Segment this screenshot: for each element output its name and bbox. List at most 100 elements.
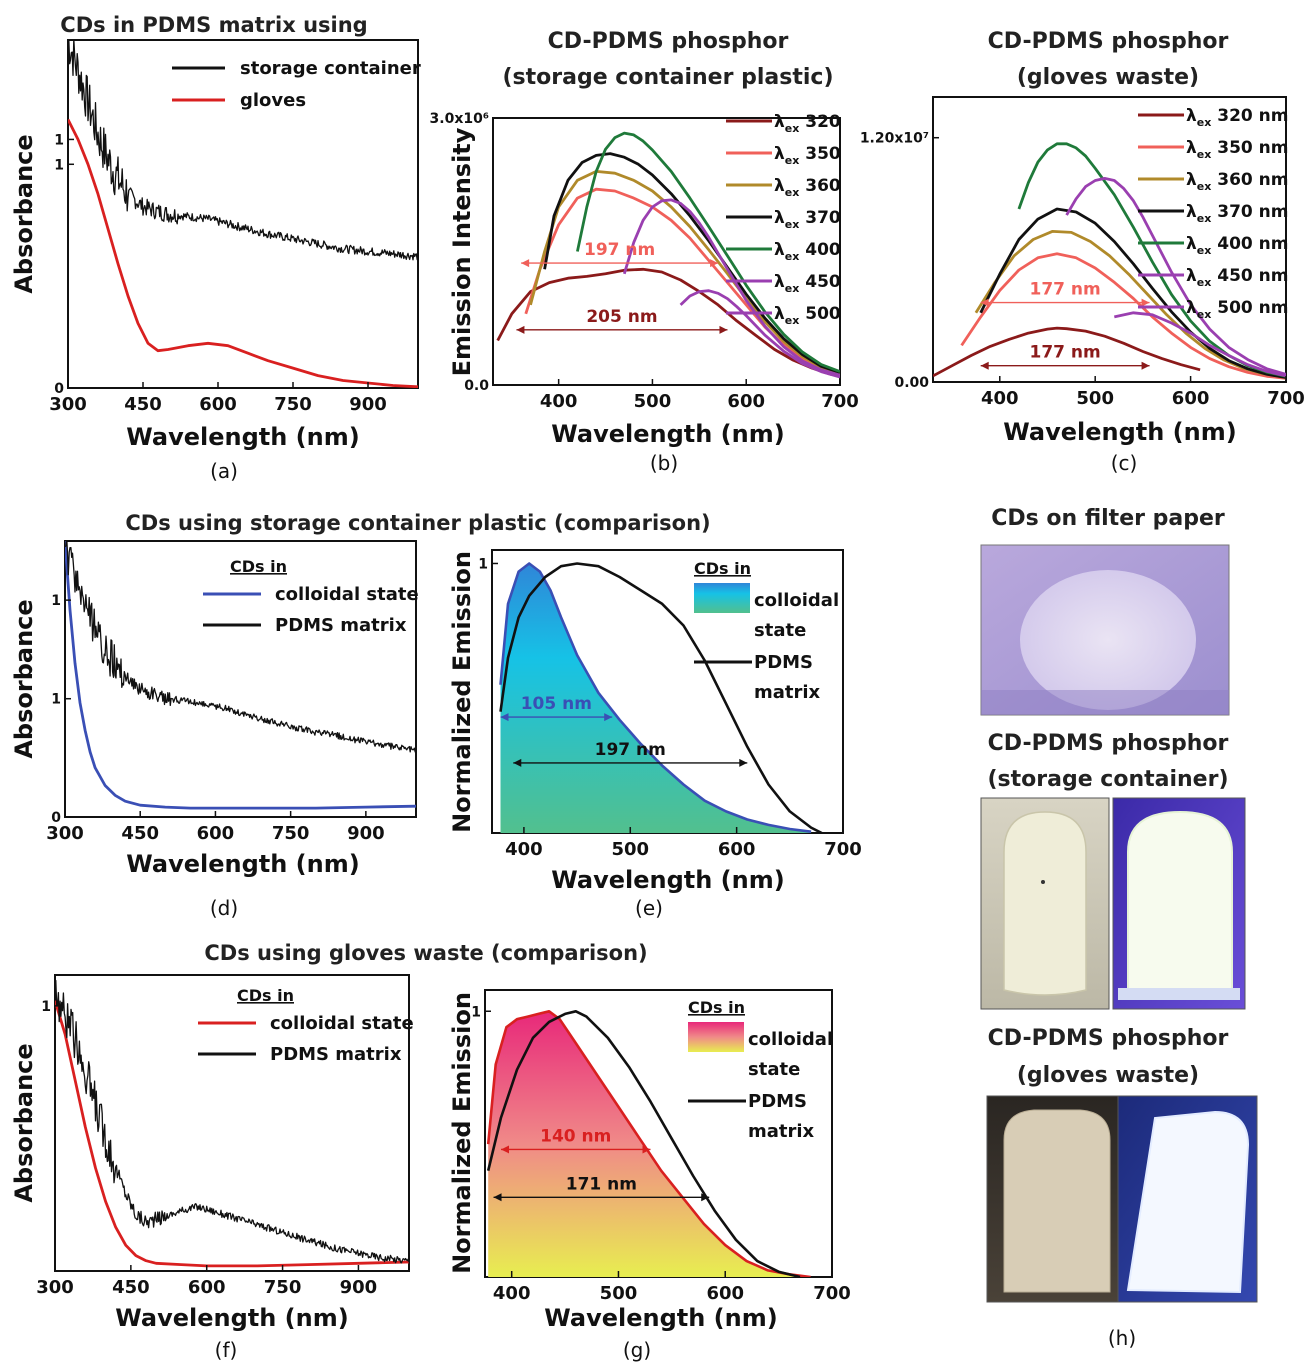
x-tick-label-f-2: 600 — [188, 1277, 226, 1298]
series-line-d-1 — [65, 541, 416, 753]
series-line-b-4 — [576, 131, 840, 373]
photo-title-gloves-1: CD-PDMS phosphor — [988, 1026, 1229, 1051]
plot-area-g — [486, 1010, 811, 1277]
panel-label-a: (a) — [210, 459, 238, 483]
series-line-c-3 — [979, 207, 1286, 379]
series-line-b-5 — [622, 198, 840, 377]
legend-label-b-5: λex 450 — [774, 272, 841, 295]
legend-label-e-0a: colloidal — [754, 590, 839, 611]
y-tick-label-a-2: 1 — [54, 132, 64, 148]
series-line-b-3 — [543, 152, 840, 374]
x-tick-label-a-2: 600 — [199, 394, 237, 415]
plot-area-d — [65, 541, 416, 810]
legend-label-g-0b: state — [748, 1059, 800, 1080]
legend-label-f-0: colloidal state — [270, 1013, 414, 1034]
annotation-arrow-right-e-1 — [739, 758, 748, 767]
series-line-f-1 — [55, 979, 409, 1264]
x-tick-label-b-3: 700 — [821, 391, 859, 412]
y-tick-label-a-1: 1 — [54, 157, 64, 173]
annotation-arrow-left-g-1 — [493, 1193, 502, 1202]
x-axis-label-b: Wavelength (nm) — [551, 420, 784, 448]
x-tick-label-g-1: 500 — [600, 1283, 638, 1304]
plot-frame-c — [932, 96, 1287, 383]
panel-label-f: (f) — [215, 1338, 238, 1362]
legend-title-f: CDs in — [237, 986, 294, 1005]
y-tick-label-c-1: 1.20x10⁷ — [860, 131, 929, 147]
legend-label-g-1a: PDMS — [748, 1091, 807, 1112]
series-line-f-0 — [55, 1000, 409, 1268]
photo-title-gloves-2: (gloves waste) — [1017, 1063, 1199, 1088]
title-a: CDs in PDMS matrix using — [60, 13, 367, 37]
x-axis-label-d: Wavelength (nm) — [126, 850, 359, 878]
x-axis-label-a: Wavelength (nm) — [126, 423, 359, 451]
series-line-b-0 — [496, 267, 840, 378]
x-tick-label-e-1: 500 — [611, 839, 649, 860]
panel-label-b: (b) — [650, 451, 678, 475]
series-line-g-0 — [486, 1010, 811, 1277]
x-tick-label-a-3: 750 — [274, 394, 312, 415]
x-tick-label-e-0: 400 — [505, 839, 543, 860]
x-tick-label-d-1: 450 — [121, 823, 159, 844]
legend-label-b-6: λex 500 — [774, 304, 841, 327]
legend-label-b-1: λex 350 — [774, 144, 841, 167]
legend-label-a-0: storage container — [240, 58, 421, 79]
y-axis-label-d: Absorbance — [10, 599, 38, 758]
legend-title-g: CDs in — [688, 998, 745, 1017]
photo-title-filter-paper: CDs on filter paper — [991, 506, 1225, 531]
plot-area-c — [933, 142, 1286, 380]
legend-swatch-e-0 — [694, 583, 750, 613]
x-tick-label-f-1: 450 — [112, 1277, 150, 1298]
x-tick-label-d-3: 750 — [272, 823, 310, 844]
title-c: CD-PDMS phosphor — [988, 29, 1229, 54]
x-tick-label-b-1: 500 — [634, 391, 672, 412]
plot-frame-b — [492, 117, 841, 386]
annotation-arrow-right-e-0 — [604, 713, 613, 722]
legend-label-f-1: PDMS matrix — [270, 1044, 402, 1065]
titles: CDs in PDMS matrix using CD-PDMS phospho… — [60, 13, 1228, 965]
legend-c: λex 320 nm λex 350 nm λex 360 nm λex 370 nm… — [1138, 106, 1288, 321]
legend-d: CDs in colloidal state PDMS matrix — [203, 557, 419, 636]
x-tick-label-c-3: 700 — [1267, 388, 1305, 409]
series-line-c-5 — [1065, 177, 1286, 376]
panel-label-g: (g) — [623, 1338, 651, 1362]
series-line-d-0 — [65, 541, 416, 810]
chart-e: 105 nm 197 nm 400 500 600 700 1 Wavelength (nm)… — [448, 549, 862, 920]
legend-label-d-0: colloidal state — [275, 584, 419, 605]
x-tick-label-c-0: 400 — [981, 388, 1019, 409]
x-axis-label-c: Wavelength (nm) — [1003, 418, 1236, 446]
panel-label-d: (d) — [210, 896, 238, 920]
y-tick-label-f-0: 1 — [41, 999, 51, 1015]
x-tick-label-d-4: 900 — [347, 823, 385, 844]
x-axis-label-g: Wavelength (nm) — [544, 1304, 777, 1332]
series-line-c-6 — [1114, 311, 1286, 378]
gloves-waste-daylight-photo — [986, 1095, 1119, 1303]
filter-paper-photo — [980, 544, 1230, 716]
y-tick-label-c-0: 0.00 — [894, 375, 929, 391]
x-tick-label-a-0: 300 — [49, 394, 87, 415]
title-d: CDs using storage container plastic (com… — [125, 511, 710, 535]
plot-area-b — [496, 131, 840, 379]
series-line-c-0 — [933, 326, 1201, 378]
storage-container-uv-photo — [1112, 797, 1246, 1010]
annotation-label-g-1: 171 nm — [566, 1174, 637, 1194]
chart-c: 177 nm 177 nm 400 500 600 700 0.00 1.20x10⁷ Wave… — [860, 96, 1305, 475]
chart-d: 300 450 600 750 900 0 1 1 Wavelength (nm) Absorba… — [10, 540, 419, 920]
plot-area-a — [68, 40, 418, 388]
series-line-g-1 — [486, 1010, 801, 1277]
y-tick-label-g-0: 1 — [471, 1004, 481, 1020]
legend-label-b-0: λex 320 — [774, 112, 841, 135]
subtitle-b: (storage container plastic) — [503, 65, 834, 90]
legend-label-c-4: λex 400 nm — [1186, 234, 1288, 257]
panel-label-h: (h) — [1108, 1326, 1136, 1350]
legend-label-c-3: λex 370 nm — [1186, 202, 1288, 225]
series-line-b-6 — [679, 289, 840, 379]
legend-label-c-0: λex 320 nm — [1186, 106, 1288, 129]
chart-g: 140 nm 171 nm 400 500 600 700 1 Wavelength (nm)… — [448, 989, 851, 1362]
y-tick-label-a-0: 0 — [54, 381, 64, 397]
annotation-arrow-right-b-1 — [719, 325, 728, 334]
annotation-label-e-0: 105 nm — [521, 694, 592, 714]
y-tick-label-d-2: 1 — [51, 593, 61, 609]
x-axis-label-e: Wavelength (nm) — [551, 866, 784, 894]
